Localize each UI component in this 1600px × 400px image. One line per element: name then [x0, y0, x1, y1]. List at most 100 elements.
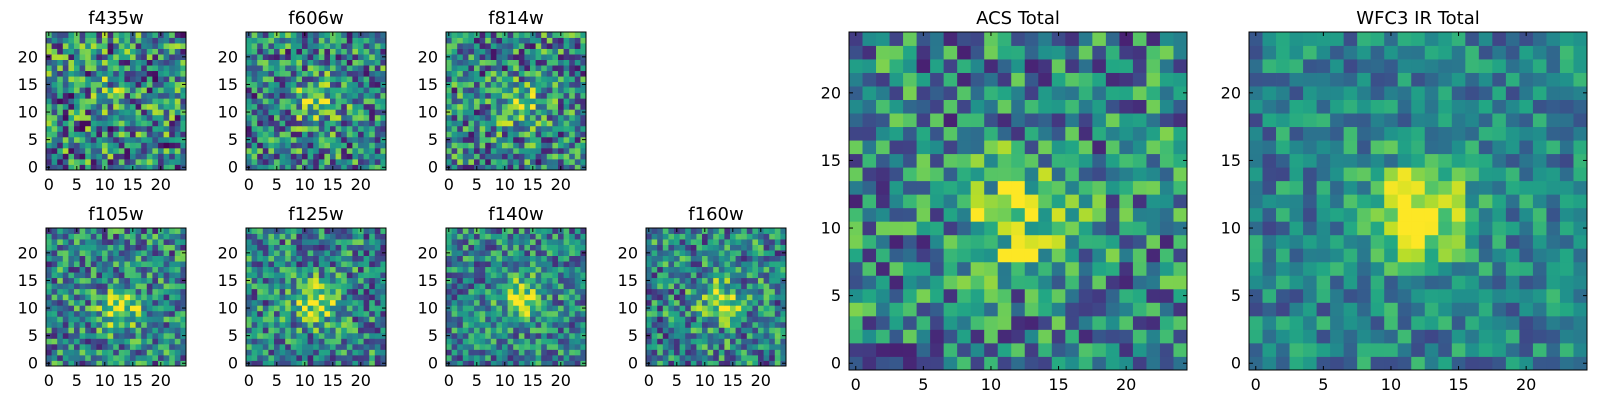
heatmap-cell: [146, 261, 153, 268]
heatmap-cell: [374, 277, 381, 284]
heatmap-cell: [257, 153, 264, 160]
heatmap-cell: [324, 239, 331, 245]
heatmap-cell: [369, 147, 376, 154]
heatmap-cell: [262, 120, 269, 127]
heatmap-cell: [285, 321, 292, 328]
heatmap-cell: [74, 310, 80, 317]
heatmap-cell: [302, 272, 308, 279]
panel-title: f435w: [88, 8, 143, 29]
heatmap-cell: [657, 338, 664, 345]
heatmap-cell: [124, 288, 131, 295]
heatmap-cell: [496, 354, 503, 361]
heatmap-cell: [685, 228, 692, 234]
heatmap-cell: [141, 43, 148, 49]
heatmap-cell: [485, 321, 492, 328]
heatmap-cell: [518, 228, 525, 234]
heatmap-cell: [79, 233, 86, 240]
heatmap-cell: [707, 321, 714, 328]
heatmap-cell: [1159, 194, 1174, 209]
heatmap-cell: [279, 360, 286, 367]
heatmap-cell: [741, 272, 748, 279]
heatmap-cell: [169, 81, 176, 88]
heatmap-cell: [257, 125, 264, 132]
heatmap-cell: [74, 70, 80, 77]
heatmap-cell: [262, 87, 269, 94]
heatmap-cell: [74, 255, 80, 262]
heatmap-cell: [535, 299, 542, 306]
heatmap-cell: [679, 343, 686, 350]
heatmap-cell: [352, 332, 359, 339]
heatmap-cell: [180, 261, 187, 268]
heatmap-cell: [324, 228, 331, 234]
heatmap-cell: [341, 76, 348, 83]
heatmap-cell: [702, 239, 708, 245]
heatmap-cell: [96, 294, 103, 301]
heatmap-cell: [696, 349, 703, 356]
heatmap-cell: [679, 305, 686, 312]
heatmap-cell: [380, 98, 387, 105]
heatmap-cell: [446, 266, 452, 273]
heatmap-cell: [341, 250, 348, 256]
heatmap-cell: [57, 147, 64, 154]
heatmap-cell: [46, 37, 52, 44]
heatmap-cell: [752, 266, 759, 273]
heatmap-cell: [296, 142, 303, 149]
heatmap-cell: [57, 114, 64, 121]
heatmap-cell: [446, 120, 452, 127]
heatmap-cell: [79, 70, 86, 77]
heatmap-cell: [90, 272, 97, 279]
heatmap-cell: [563, 360, 570, 367]
heatmap-cell: [580, 316, 587, 323]
heatmap-cell: [324, 59, 331, 66]
heatmap-cell: [769, 233, 776, 240]
heatmap-cell: [152, 37, 159, 44]
heatmap-cell: [163, 299, 170, 306]
heatmap-cell: [257, 354, 264, 361]
heatmap-cell: [490, 109, 497, 116]
heatmap-cell: [718, 233, 725, 240]
heatmap-cell: [90, 70, 97, 77]
heatmap-cell: [102, 98, 108, 105]
heatmap-cell: [1173, 275, 1188, 290]
heatmap-cell: [496, 244, 503, 251]
heatmap-cell: [674, 250, 680, 256]
heatmap-cell: [90, 103, 97, 110]
heatmap-cell: [746, 228, 753, 234]
heatmap-cell: [718, 261, 725, 268]
heatmap-cell: [163, 136, 170, 143]
heatmap-cell: [707, 277, 714, 284]
heatmap-cell: [57, 59, 64, 66]
heatmap-cell: [541, 244, 548, 251]
heatmap-cell: [102, 114, 108, 121]
heatmap-cell: [369, 349, 376, 356]
heatmap-cell: [141, 114, 148, 121]
heatmap-cell: [169, 294, 176, 301]
heatmap-cell: [262, 109, 269, 116]
heatmap-cell: [889, 302, 904, 317]
heatmap-cell: [741, 233, 748, 240]
heatmap-cell: [502, 76, 508, 83]
heatmap-cell: [735, 343, 742, 350]
heatmap-cell: [130, 114, 136, 121]
heatmap-cell: [668, 343, 675, 350]
heatmap-cell: [262, 272, 269, 279]
heatmap-cell: [758, 250, 764, 256]
heatmap-cell: [457, 153, 464, 160]
heatmap-cell: [849, 221, 863, 236]
heatmap-cell: [341, 92, 348, 99]
heatmap-cell: [502, 103, 508, 110]
heatmap-cell: [107, 147, 114, 154]
heatmap-cell: [530, 266, 536, 273]
heatmap-cell: [90, 164, 97, 171]
heatmap-cell: [769, 332, 776, 339]
heatmap-cell: [457, 305, 464, 312]
heatmap-cell: [479, 43, 486, 49]
heatmap-cell: [141, 244, 148, 251]
heatmap-cell: [346, 354, 353, 361]
heatmap-cell: [530, 136, 536, 143]
heatmap-cell: [696, 233, 703, 240]
heatmap-cell: [558, 288, 564, 295]
heatmap-cell: [285, 114, 292, 121]
heatmap-cell: [285, 81, 292, 88]
heatmap-cell: [163, 288, 170, 295]
